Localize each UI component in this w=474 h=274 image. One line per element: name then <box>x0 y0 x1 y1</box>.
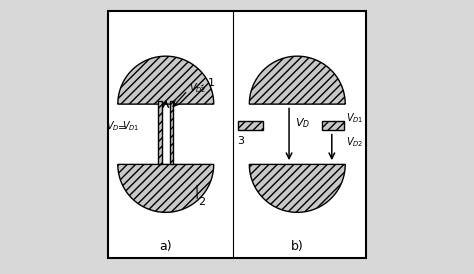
Text: $V_D$: $V_D$ <box>106 119 119 133</box>
Polygon shape <box>118 164 214 212</box>
Text: $V_D$: $V_D$ <box>294 116 310 130</box>
Text: $V_{D1}$: $V_{D1}$ <box>122 119 139 133</box>
Text: $V_{D1}$: $V_{D1}$ <box>346 111 363 125</box>
Text: $V_{D2}$: $V_{D2}$ <box>346 136 363 149</box>
Bar <box>158 101 162 164</box>
Polygon shape <box>249 164 345 212</box>
Text: 3: 3 <box>237 136 244 146</box>
Bar <box>322 121 344 130</box>
Polygon shape <box>249 56 345 104</box>
Bar <box>170 101 173 164</box>
Text: a): a) <box>159 240 172 253</box>
Text: $V_{D2}$: $V_{D2}$ <box>189 81 206 95</box>
Polygon shape <box>118 56 214 104</box>
Text: 1: 1 <box>208 78 215 88</box>
Text: $=$: $=$ <box>116 121 127 131</box>
Text: 2: 2 <box>198 197 205 207</box>
Text: b): b) <box>291 240 304 253</box>
Bar <box>238 121 263 130</box>
